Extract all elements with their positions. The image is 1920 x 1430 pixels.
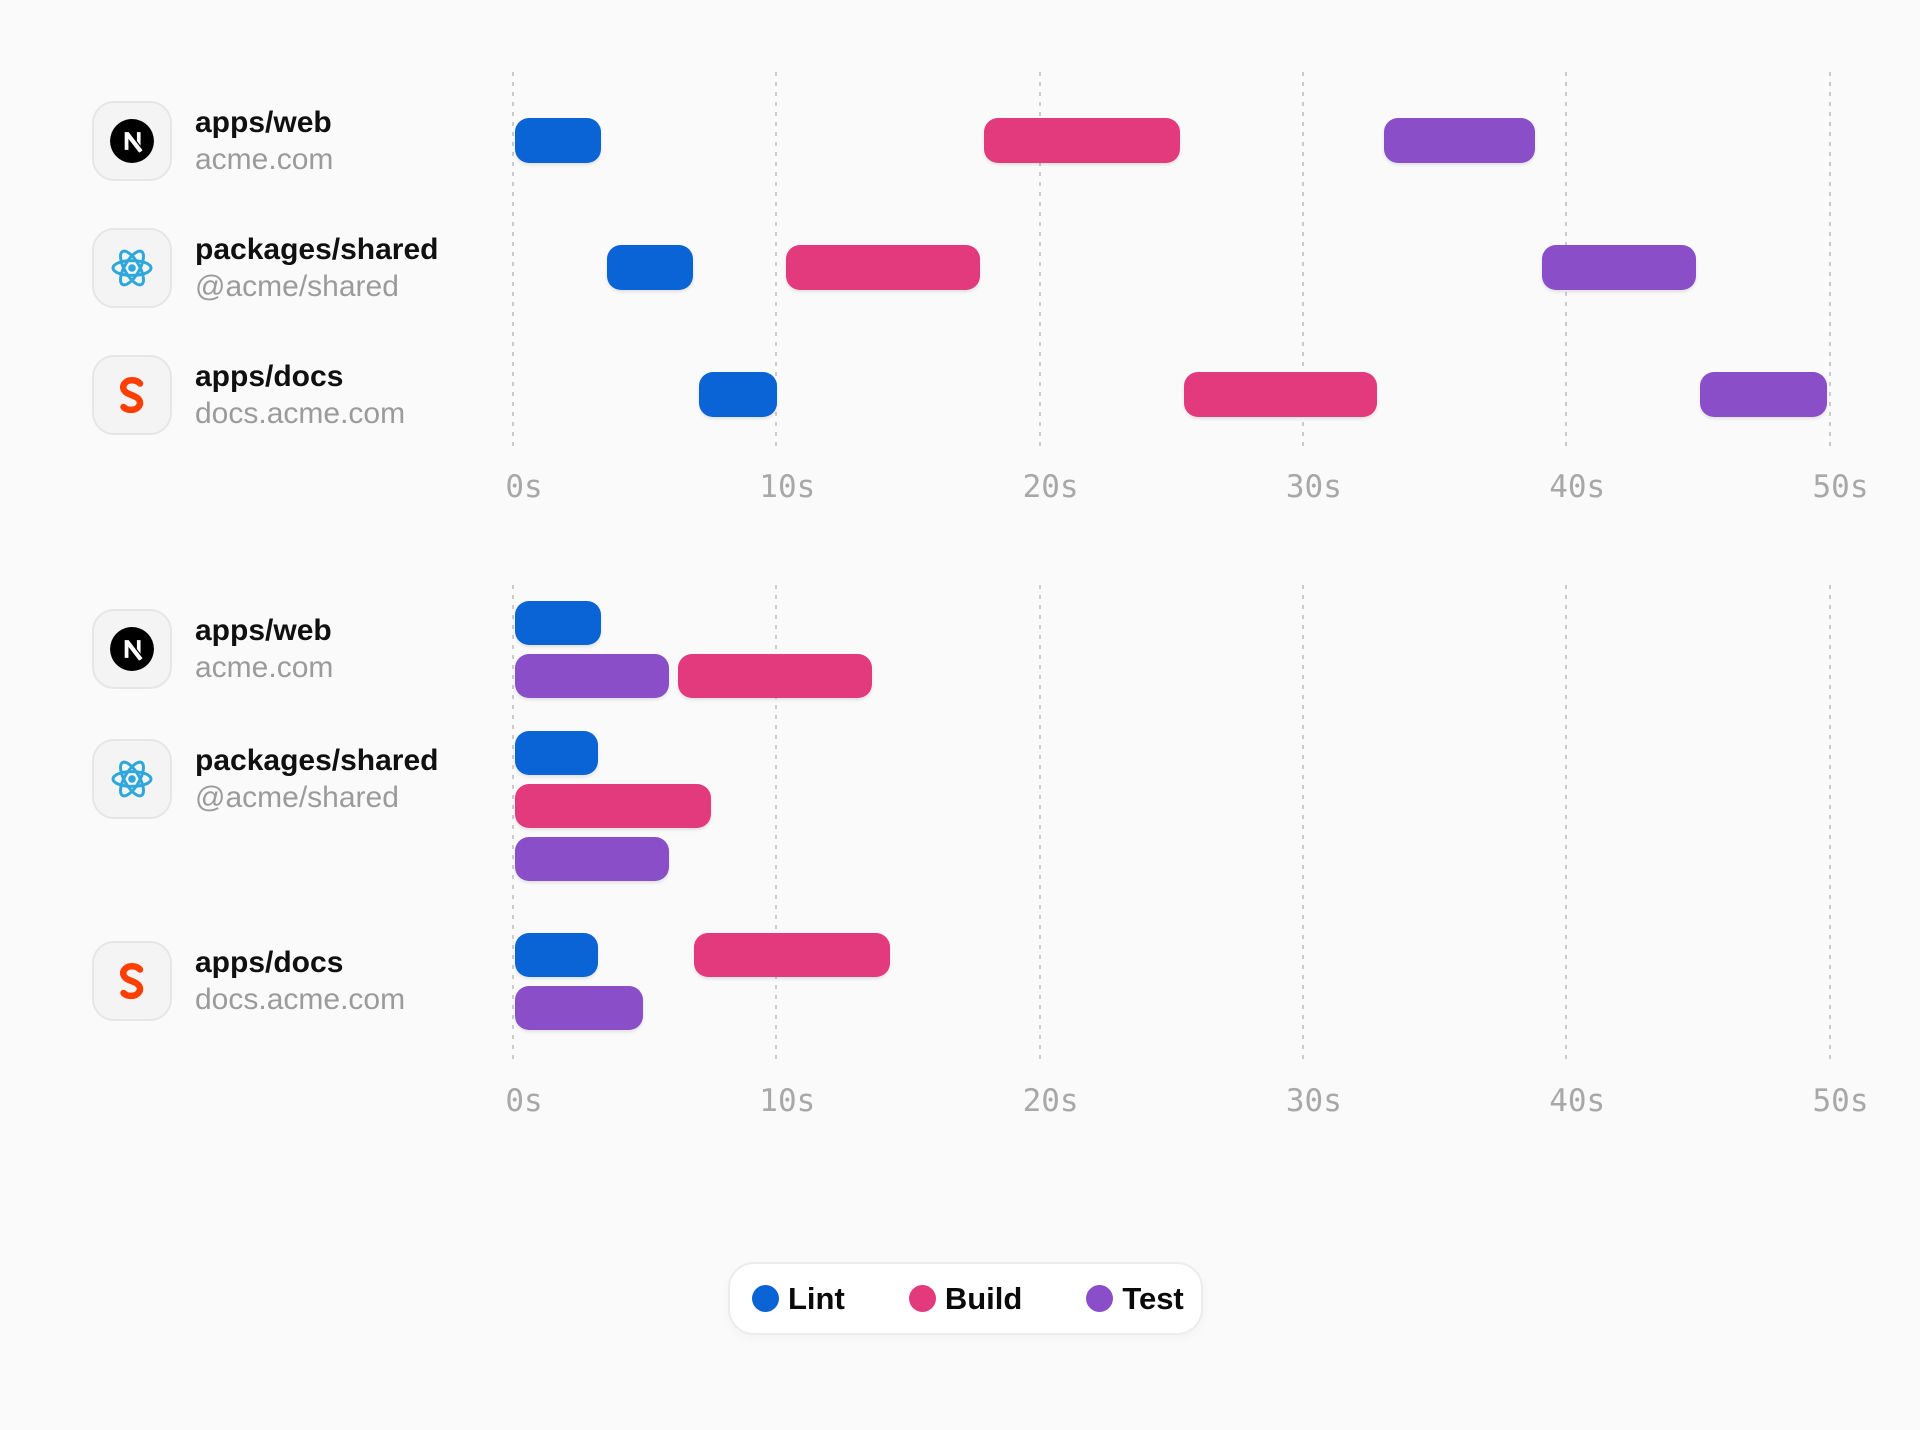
- package-title: apps/docs: [195, 946, 344, 979]
- package-title: packages/shared: [195, 744, 439, 777]
- package-label: packages/shared @acme/shared: [195, 742, 438, 816]
- gridline: [775, 585, 778, 1063]
- package-subtitle: @acme/shared: [195, 269, 399, 303]
- gridline: [1301, 72, 1304, 448]
- task-bar-build: [983, 118, 1180, 163]
- legend-label-lint: Lint: [788, 1281, 845, 1316]
- task-bar-build: [786, 245, 980, 290]
- build-dot-icon: [908, 1285, 936, 1312]
- package-label: apps/web acme.com: [195, 612, 333, 686]
- task-bar-test: [1699, 372, 1828, 417]
- package-label: apps/docs docs.acme.com: [195, 944, 405, 1018]
- task-bar-build: [678, 654, 872, 698]
- nextjs-logo-icon: [109, 626, 155, 672]
- package-subtitle: docs.acme.com: [195, 396, 406, 430]
- axis-tick-label: 30s: [1285, 469, 1342, 505]
- axis-tick-label: 50s: [1812, 469, 1869, 505]
- axis-tick-label: 10s: [759, 469, 816, 505]
- package-subtitle: @acme/shared: [195, 781, 399, 814]
- test-dot-icon: [1086, 1285, 1114, 1312]
- axis-tick-label: 0s: [505, 469, 543, 505]
- legend-item-lint: Lint: [752, 1283, 845, 1314]
- package-icon-box: [92, 354, 172, 435]
- gridline: [1301, 585, 1304, 1063]
- axis-tick-label: 50s: [1812, 1083, 1869, 1119]
- package-subtitle: acme.com: [195, 142, 334, 176]
- react-logo-icon: [108, 245, 156, 291]
- task-bar-test: [515, 837, 669, 881]
- gridline: [1038, 585, 1041, 1063]
- axis-tick-label: 30s: [1285, 1083, 1342, 1119]
- task-bar-build: [694, 933, 891, 977]
- lint-dot-icon: [752, 1285, 779, 1312]
- task-bar-lint: [699, 372, 777, 417]
- gridline: [1565, 72, 1568, 448]
- package-title: apps/web: [195, 105, 332, 139]
- package-label: packages/shared @acme/shared: [195, 231, 438, 305]
- legend-label-test: Test: [1122, 1281, 1184, 1316]
- package-subtitle: acme.com: [195, 651, 334, 684]
- package-icon-box: [92, 941, 172, 1021]
- legend-item-build: Build: [908, 1281, 1023, 1316]
- nextjs-logo-icon: [109, 118, 155, 164]
- task-bar-test: [1541, 245, 1696, 290]
- package-icon-box: [92, 227, 172, 308]
- package-label: apps/docs docs.acme.com: [195, 358, 405, 432]
- svelte-logo-icon: [110, 959, 154, 1003]
- gridline: [1828, 72, 1831, 448]
- axis-tick-label: 40s: [1549, 1083, 1606, 1119]
- package-subtitle: docs.acme.com: [195, 983, 406, 1016]
- task-bar-lint: [607, 245, 693, 290]
- axis-tick-label: 0s: [505, 1083, 543, 1119]
- gridline: [1565, 585, 1568, 1063]
- package-icon-box: [92, 100, 172, 181]
- axis-tick-label: 40s: [1549, 469, 1606, 505]
- package-title: apps/web: [195, 614, 332, 647]
- task-bar-test: [515, 986, 643, 1030]
- axis-tick-label: 20s: [1022, 469, 1079, 505]
- task-bar-lint: [515, 933, 598, 977]
- gridline: [512, 72, 514, 448]
- gridline: [512, 585, 514, 1063]
- gridline: [1828, 585, 1831, 1063]
- task-bar-test: [1383, 118, 1536, 163]
- legend-label-build: Build: [944, 1281, 1023, 1316]
- react-logo-icon: [108, 756, 156, 802]
- package-icon-box: [92, 739, 172, 819]
- package-title: packages/shared: [195, 232, 439, 266]
- axis-tick-label: 10s: [759, 1083, 816, 1119]
- package-label: apps/web acme.com: [195, 104, 333, 178]
- task-bar-lint: [515, 601, 601, 645]
- gridline: [1038, 72, 1041, 448]
- legend: Lint Build Test: [728, 1262, 1203, 1335]
- axis-tick-label: 20s: [1022, 1083, 1079, 1119]
- legend-item-test: Test: [1086, 1281, 1184, 1316]
- task-bar-lint: [515, 731, 598, 775]
- task-bar-build: [1183, 372, 1378, 417]
- svelte-logo-icon: [110, 373, 154, 417]
- task-bar-lint: [515, 118, 601, 163]
- package-icon-box: [92, 609, 172, 689]
- task-bar-test: [515, 654, 669, 698]
- package-title: apps/docs: [195, 359, 344, 393]
- gridline: [775, 72, 778, 448]
- task-bar-build: [515, 784, 712, 828]
